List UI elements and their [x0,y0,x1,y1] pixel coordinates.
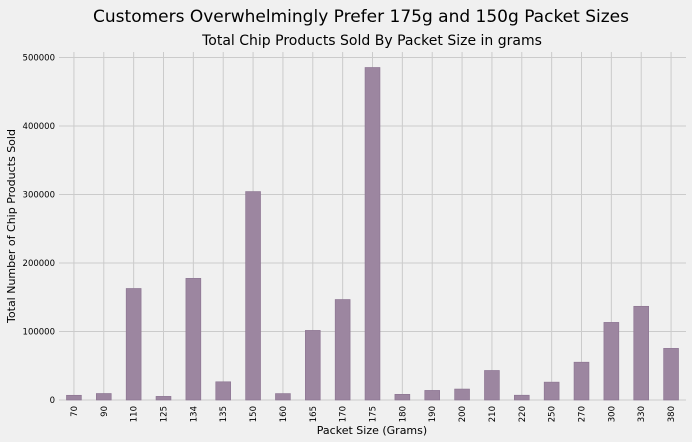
bar-210 [484,370,500,401]
x-tick-label: 125 [160,406,170,422]
y-axis-label: Total Number of Chip Products Sold [5,129,18,324]
bar-175 [364,67,381,401]
x-tick-label: 165 [309,406,319,422]
x-tick-label: 175 [369,406,379,422]
x-tick-label: 160 [279,406,289,422]
y-tick-label: 0 [50,396,55,406]
bar-150 [245,191,261,401]
bar-90 [96,393,112,401]
x-tick-label: 200 [458,406,468,422]
y-tick-label: 300000 [23,190,55,200]
bar-170 [334,299,351,401]
bar-270 [573,361,590,401]
y-tick-label: 100000 [23,327,55,337]
x-tick-label: 170 [339,406,349,422]
bar-180 [394,394,411,401]
x-tick-label: 90 [100,406,110,417]
x-tick-label: 134 [189,406,199,422]
x-tick-label: 380 [667,406,677,422]
x-tick-label: 250 [548,406,558,422]
y-axis-ticks: 0 100000 200000 300000 400000 500000 [23,53,55,406]
bar-160 [275,393,291,401]
x-tick-label: 220 [518,406,528,422]
x-tick-label: 300 [607,406,617,422]
x-tick-label: 110 [130,406,140,422]
bar-135 [215,381,231,401]
bar-134 [185,278,202,401]
x-tick-label: 150 [249,406,259,422]
x-tick-label: 180 [398,406,408,422]
bar-190 [424,390,440,401]
x-tick-label: 70 [70,406,80,417]
bar-110 [125,288,142,401]
x-tick-label: 330 [637,406,647,422]
x-axis-label: Packet Size (Grams) [317,424,427,437]
x-tick-label: 190 [428,406,438,422]
chart-suptitle: Customers Overwhelmingly Prefer 175g and… [93,7,629,27]
bar-380 [663,348,679,401]
bar-70 [66,394,82,401]
chart-title: Total Chip Products Sold By Packet Size … [201,33,542,49]
bar-300 [603,322,620,401]
bar-125 [155,396,172,401]
x-tick-label: 270 [578,406,588,422]
y-tick-label: 500000 [23,53,55,63]
x-tick-label: 135 [219,406,229,422]
x-axis-ticks: 70 90 110 125 134 135 150 160 165 170 175 180 190 200… [70,406,677,422]
y-tick-label: 200000 [23,259,55,269]
x-tick-label: 210 [488,406,498,422]
bars [66,67,679,401]
bar-165 [305,330,321,401]
bar-250 [543,381,560,401]
bar-330 [633,305,649,401]
bar-200 [454,388,470,401]
bar-220 [514,394,530,401]
y-tick-label: 400000 [23,122,55,132]
